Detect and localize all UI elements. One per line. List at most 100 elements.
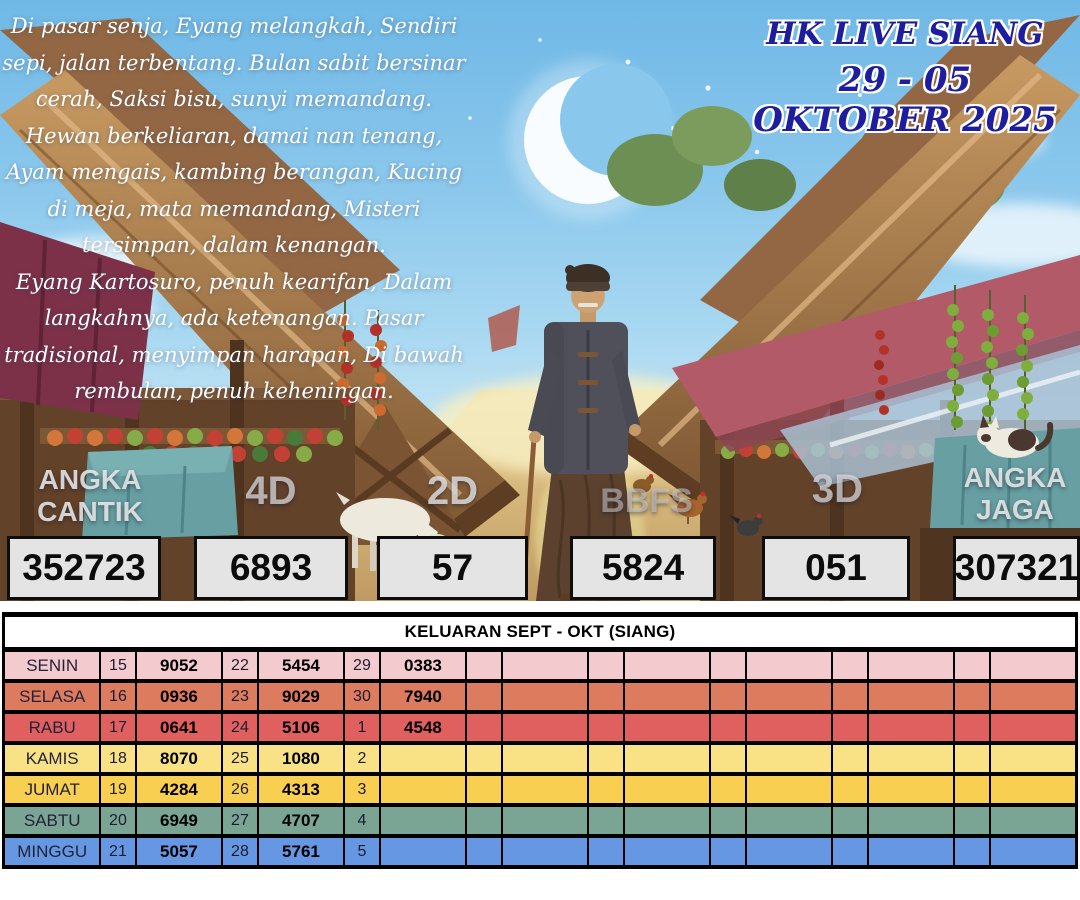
table-row: RABU 17 0641 24 5106 1 4548 bbox=[2, 710, 1078, 745]
label-2d: 2D bbox=[426, 469, 479, 513]
table-row: JUMAT 19 4284 26 4313 3 bbox=[2, 772, 1078, 807]
date-cell bbox=[464, 647, 503, 683]
result-cell bbox=[500, 647, 589, 683]
result-cell bbox=[988, 741, 1078, 776]
date-cell bbox=[586, 647, 625, 683]
date-cell bbox=[830, 834, 869, 869]
result-cell bbox=[378, 772, 467, 807]
date-cell bbox=[708, 679, 747, 714]
date-cell bbox=[586, 679, 625, 714]
poem-line: Hewan berkeliaran, damai nan tenang, bbox=[25, 123, 443, 148]
poem-line: tersimpan, dalam kenangan. bbox=[82, 233, 386, 257]
table-row: SABTU 20 6949 27 4707 4 bbox=[2, 803, 1078, 838]
date-cell: 2 bbox=[342, 741, 381, 776]
day-cell: JUMAT bbox=[2, 772, 101, 807]
date-cell bbox=[586, 803, 625, 838]
result-cell: 4548 bbox=[378, 710, 467, 745]
date-cell bbox=[586, 741, 625, 776]
result-cell bbox=[744, 834, 833, 869]
value-angka-cantik: 352723 bbox=[7, 536, 161, 600]
result-cell bbox=[866, 772, 955, 807]
date-cell: 4 bbox=[342, 803, 381, 838]
date-cell: 24 bbox=[220, 710, 259, 745]
date-cell bbox=[952, 679, 991, 714]
date-cell bbox=[830, 679, 869, 714]
date-cell: 20 bbox=[98, 803, 137, 838]
label-bbfs: BBFS bbox=[600, 482, 693, 520]
date-cell bbox=[586, 710, 625, 745]
result-cell bbox=[866, 834, 955, 869]
date-cell bbox=[464, 803, 503, 838]
date-cell bbox=[464, 710, 503, 745]
table-title: KELUARAN SEPT - OKT (SIANG) bbox=[2, 612, 1078, 652]
result-cell bbox=[622, 710, 711, 745]
poem-line: sepi, jalan terbentang. Bulan sabit bers… bbox=[2, 50, 466, 75]
result-cell bbox=[866, 710, 955, 745]
result-cell: 1080 bbox=[256, 741, 345, 776]
result-cell bbox=[622, 772, 711, 807]
cat bbox=[977, 415, 1054, 458]
result-cell bbox=[744, 772, 833, 807]
result-cell: 4313 bbox=[256, 772, 345, 807]
result-cell bbox=[988, 710, 1078, 745]
date-cell bbox=[830, 741, 869, 776]
result-cell bbox=[988, 834, 1078, 869]
date-cell: 16 bbox=[98, 679, 137, 714]
result-cell: 5057 bbox=[134, 834, 223, 869]
date-cell bbox=[830, 772, 869, 807]
date-cell: 28 bbox=[220, 834, 259, 869]
poem-line: langkahnya, ada ketenangan. Pasar bbox=[44, 306, 424, 330]
day-cell: KAMIS bbox=[2, 741, 101, 776]
result-cell: 5106 bbox=[256, 710, 345, 745]
date-cell bbox=[464, 741, 503, 776]
date-cell: 21 bbox=[98, 834, 137, 869]
date-cell bbox=[708, 772, 747, 807]
result-cell bbox=[622, 679, 711, 714]
result-cell bbox=[744, 741, 833, 776]
results-section: KELUARAN SEPT - OKT (SIANG) SENIN 15 9052 2… bbox=[0, 612, 1080, 869]
date-cell: 30 bbox=[342, 679, 381, 714]
day-cell: SABTU bbox=[2, 803, 101, 838]
date-cell: 3 bbox=[342, 772, 381, 807]
label-4d: 4D bbox=[245, 469, 297, 513]
result-cell: 5454 bbox=[256, 647, 345, 683]
right-market-stall bbox=[615, 15, 1080, 601]
date-cell: 17 bbox=[98, 710, 137, 745]
date-range: 29 - 05 OKTOBER 2025 bbox=[753, 60, 1057, 140]
date-cell bbox=[586, 834, 625, 869]
table-row: SELASA 16 0936 23 9029 30 7940 bbox=[2, 679, 1078, 714]
date-cell bbox=[952, 772, 991, 807]
chickens bbox=[633, 474, 763, 536]
poem-line: cerah, Saksi bisu, sunyi memandang. bbox=[35, 87, 433, 111]
result-cell bbox=[378, 803, 467, 838]
result-cell: 7940 bbox=[378, 679, 467, 714]
poem-line: rembulan, penuh keheningan. bbox=[74, 379, 394, 403]
poem-line: tradisional, menyimpan harapan, Di bawah bbox=[4, 342, 464, 367]
date-cell: 18 bbox=[98, 741, 137, 776]
result-cell bbox=[866, 679, 955, 714]
result-cell: 6949 bbox=[134, 803, 223, 838]
result-cell: 4284 bbox=[134, 772, 223, 807]
date-cell: 15 bbox=[98, 647, 137, 683]
value-2d: 57 bbox=[377, 536, 528, 600]
day-cell: MINGGU bbox=[2, 834, 101, 869]
result-cell: 8070 bbox=[134, 741, 223, 776]
result-cell bbox=[744, 679, 833, 714]
label-angka-jaga: ANGKA JAGA bbox=[963, 462, 1067, 526]
date-cell bbox=[708, 834, 747, 869]
date-cell: 29 bbox=[342, 647, 381, 683]
result-cell bbox=[988, 772, 1078, 807]
table-row: MINGGU 21 5057 28 5761 5 bbox=[2, 834, 1078, 869]
left-market-stall bbox=[0, 18, 520, 601]
value-4d: 6893 bbox=[194, 536, 348, 600]
date-cell bbox=[830, 710, 869, 745]
result-cell bbox=[744, 710, 833, 745]
result-cell bbox=[622, 647, 711, 683]
results-table-body: SENIN 15 9052 22 5454 29 0383 SELASA 16 0936 23 902… bbox=[2, 647, 1078, 869]
date-cell bbox=[830, 803, 869, 838]
result-cell bbox=[866, 741, 955, 776]
result-cell bbox=[500, 741, 589, 776]
result-cell bbox=[988, 679, 1078, 714]
result-cell: 5761 bbox=[256, 834, 345, 869]
